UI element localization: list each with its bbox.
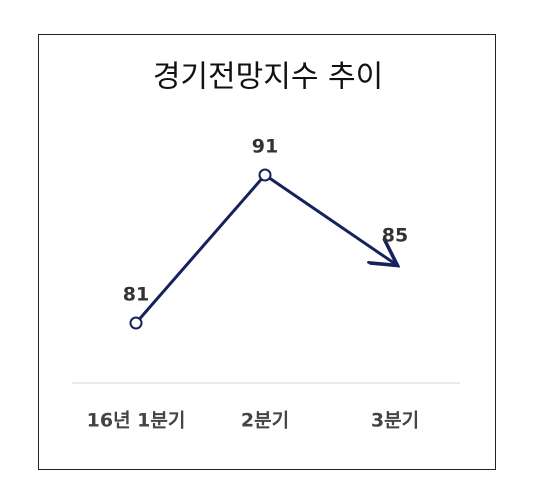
frame — [38, 34, 496, 470]
point — [129, 316, 143, 330]
value-label: 85 — [382, 224, 408, 246]
value-label: 91 — [252, 136, 278, 158]
x-tick-label: 2분기 — [241, 410, 289, 432]
value-label: 81 — [123, 284, 149, 306]
chart-title: 경기전망지수 추이 — [153, 60, 383, 95]
x-tick-label: 3분기 — [371, 410, 419, 432]
x-tick-label: 16년 1분기 — [87, 410, 186, 432]
point — [258, 168, 272, 182]
